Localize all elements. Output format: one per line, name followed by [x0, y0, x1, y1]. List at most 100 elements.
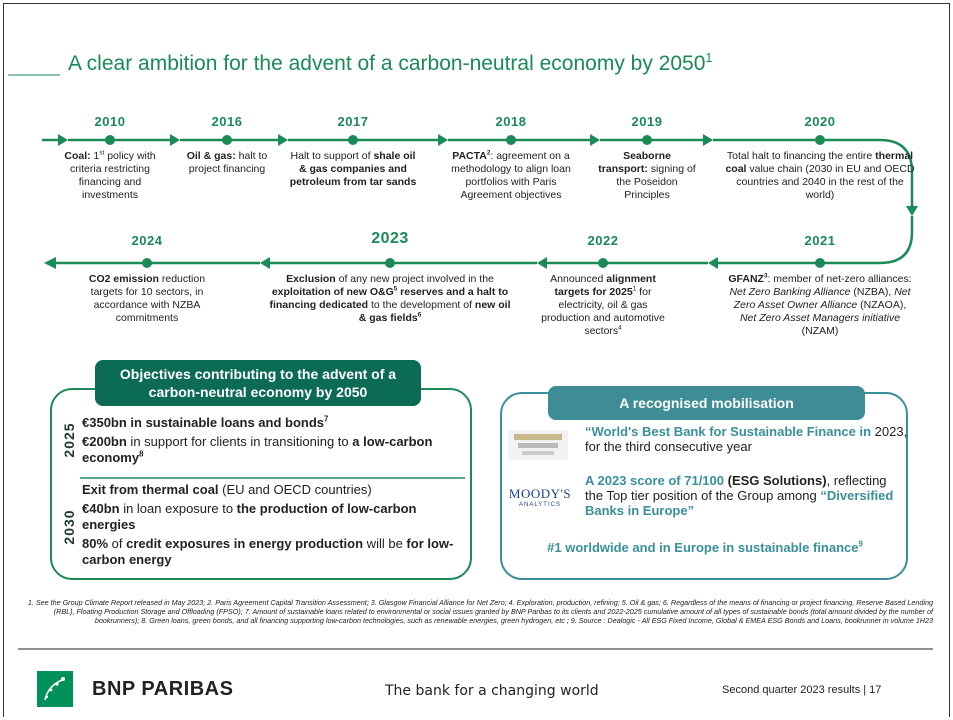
- text-run: 7: [324, 414, 329, 424]
- timeline-year: 2020: [804, 114, 836, 129]
- text-run: Exclusion: [286, 273, 336, 285]
- timeline-text: Oil & gas: halt to project financing: [177, 150, 277, 176]
- dots: [105, 135, 825, 268]
- text-run: shale oil & gas companies and petroleum …: [289, 150, 417, 188]
- timeline-year: 2018: [495, 114, 527, 129]
- timeline-text: Coal: 1st policy with criteria restricti…: [50, 150, 170, 202]
- text-run: policy with criteria restricting financi…: [70, 150, 156, 201]
- text-run: A 2023 score of 71/100: [585, 473, 724, 488]
- text-run: 8: [139, 449, 144, 459]
- objectives-heading: Objectives contributing to the advent of…: [95, 360, 421, 406]
- objective-item: €40bn in loan exposure to the production…: [82, 501, 462, 533]
- text-run: A clear ambition for the advent of a car…: [68, 52, 706, 75]
- timeline-text: PACTA2: agreement on a methodology to al…: [444, 150, 579, 202]
- timeline-arrows-back: [44, 257, 718, 269]
- text-run: “World's Best Bank for Sustainable Finan…: [585, 424, 872, 439]
- page-info: Second quarter 2023 results | 17: [722, 684, 882, 696]
- timeline-bottom: [56, 216, 914, 265]
- objective-item: Exit from thermal coal (EU and OECD coun…: [82, 482, 462, 498]
- text-run: Net Zero Banking Alliance: [729, 286, 851, 298]
- text-run: halt to project financing: [188, 150, 268, 175]
- text-run: (NZBA),: [850, 286, 895, 298]
- text-run: Seaborne transport:: [598, 150, 671, 175]
- moodys-logo: MOODY'S: [508, 486, 572, 501]
- text-run: 1: [632, 285, 637, 293]
- timeline-text: GFANZ3: member of net-zero alliances: Ne…: [725, 273, 915, 338]
- text-run: : member of net-zero alliances:: [767, 273, 912, 285]
- objective-list: €350bn in sustainable loans and bonds7 €2…: [82, 415, 462, 469]
- timeline-year: 2010: [94, 114, 126, 129]
- timeline-text: Announced alignment targets for 20251 fo…: [538, 273, 668, 338]
- text-run: of any new project involved in the: [335, 273, 494, 285]
- mobilisation-item: #1 worldwide and in Europe in sustainabl…: [515, 540, 895, 555]
- text-run: 1: [705, 51, 713, 65]
- objective-list: Exit from thermal coal (EU and OECD coun…: [82, 482, 462, 571]
- footnotes: 1. See the Group Climate Report released…: [27, 598, 933, 625]
- tagline: The bank for a changing world: [385, 683, 599, 699]
- text-run: to the development of: [368, 299, 475, 311]
- text-run: reserves and a halt to financing dedicat…: [269, 286, 509, 311]
- timeline-text: CO2 emission reduction targets for 10 se…: [72, 273, 222, 325]
- text-run: : agreement on a methodology to align lo…: [451, 150, 571, 201]
- text-run: (EU and OECD countries): [218, 482, 372, 497]
- timeline-year: 2016: [211, 114, 243, 129]
- text-run: Exit from thermal coal: [82, 482, 219, 497]
- text-run: reduction targets for 10 sectors, in acc…: [90, 273, 206, 324]
- text-run: (NZAM): [801, 325, 839, 337]
- text-run: 2: [486, 149, 491, 157]
- moodys-logo-sub: ANALYTICS: [519, 502, 561, 508]
- text-run: signing of the Poseidon Principles: [616, 163, 696, 201]
- slide-title: A clear ambition for the advent of a car…: [68, 52, 712, 76]
- text-run: Net Zero Asset Owner Alliance: [733, 286, 911, 311]
- text-run: 80%: [82, 536, 109, 551]
- text-run: 1: [90, 150, 100, 162]
- mobilisation-heading: A recognised mobilisation: [548, 386, 865, 420]
- euromoney-logo: [508, 430, 568, 460]
- text-run: (ESG Solutions): [724, 473, 827, 488]
- text-run: Coal:: [64, 150, 91, 162]
- text-run: credit exposures in energy production: [126, 536, 364, 551]
- text-run: 6: [417, 311, 422, 319]
- objective-item: 80% of credit exposures in energy produc…: [82, 536, 462, 568]
- text-run: st: [99, 149, 105, 157]
- timeline-arrows: [58, 134, 918, 216]
- text-run: 5: [393, 285, 398, 293]
- text-run: (NZAOA),: [857, 299, 907, 311]
- text-run: 2023, for the third consecutive year: [585, 424, 908, 454]
- text-run: in support for clients in transitioning …: [126, 434, 353, 449]
- mobilisation-item: “World's Best Bank for Sustainable Finan…: [585, 424, 915, 454]
- text-run: for low-carbon energy: [82, 536, 454, 567]
- timeline-text: Seaborne transport: signing of the Posei…: [597, 150, 697, 202]
- timeline-text: Exclusion of any new project involved in…: [268, 273, 513, 325]
- text-run: in loan exposure to: [119, 501, 237, 516]
- text-run: GFANZ: [728, 273, 764, 285]
- timeline-year: 2017: [337, 114, 369, 129]
- bnp-logo: [37, 671, 73, 707]
- text-run: #1 worldwide and in Europe in sustainabl…: [547, 540, 859, 555]
- objective-year: 2025: [61, 422, 77, 458]
- text-run: 4: [618, 324, 622, 332]
- text-run: the production of low-carbon energies: [82, 501, 417, 532]
- text-run: 3: [763, 272, 768, 280]
- text-run: CO2 emission: [88, 273, 159, 285]
- text-run: Halt to support of: [290, 150, 374, 162]
- text-run: €40bn: [82, 501, 120, 516]
- objective-item: €200bn in support for clients in transit…: [82, 434, 462, 466]
- timeline-year: 2022: [587, 233, 619, 248]
- timeline-year: 2019: [631, 114, 663, 129]
- text-run: Net Zero Asset Managers initiative: [739, 312, 901, 324]
- text-run: exploitation of new O&G: [271, 286, 394, 298]
- text-run: of: [108, 536, 127, 551]
- text-run: Total halt to financing the entire: [726, 150, 876, 162]
- brand: BNP PARIBAS: [92, 678, 234, 700]
- text-run: 9: [858, 539, 863, 549]
- text-run: “Diversified Banks in Europe”: [585, 488, 894, 518]
- text-run: , reflecting the Top tier position of th…: [585, 473, 887, 503]
- mobilisation-item: A 2023 score of 71/100 (ESG Solutions), …: [585, 473, 905, 518]
- timeline-text: Total halt to financing the entire therm…: [725, 150, 915, 202]
- timeline-year: 2021: [804, 233, 836, 248]
- text-run: thermal coal: [725, 150, 914, 175]
- text-run: €200bn: [82, 434, 127, 449]
- text-run: €350bn in sustainable loans and bonds: [82, 415, 324, 430]
